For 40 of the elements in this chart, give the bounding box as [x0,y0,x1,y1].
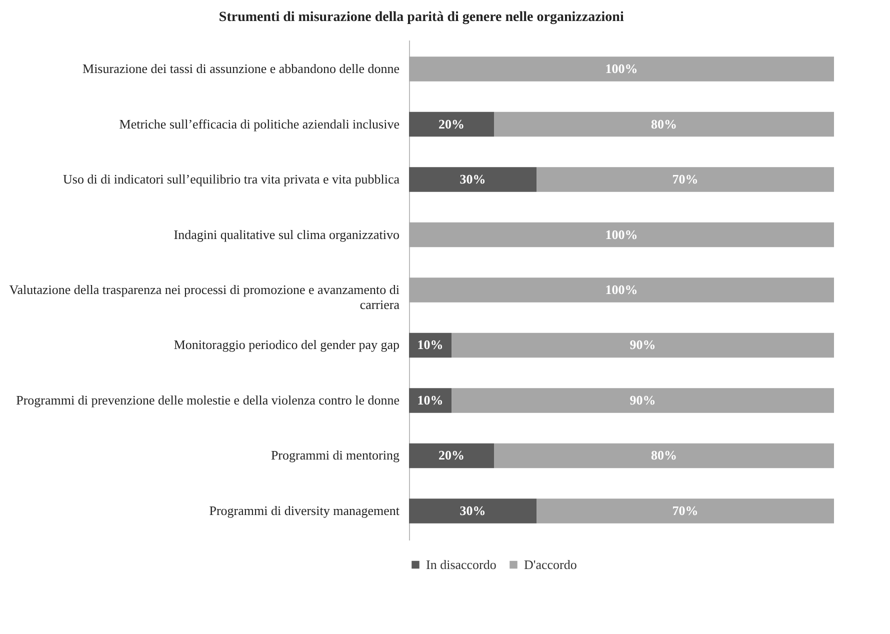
y-tick-label: Programmi di prevenzione delle molestie e della violenza contro le donne [16,392,400,408]
bar [536,498,834,524]
y-tick-label: Programmi di mentoring [270,448,400,463]
y-tick-label: Valutazione della trasparenza nei processi di promozione e avanzamento di carriera [9,282,400,312]
data-label: 10% [417,337,444,352]
bar [452,332,834,358]
bar [409,112,494,137]
y-tick-label: Indagini qualitative sul clima organizzativo [174,226,400,242]
data-label: 30% [460,502,486,518]
data-label: 30% [460,172,486,187]
bar [409,222,834,248]
bar [409,443,494,468]
bar [536,167,834,192]
data-label: 10% [417,392,444,408]
bar [409,278,834,302]
data-label: 80% [651,448,677,463]
legend-label: D'accordo [524,556,577,572]
bar [494,443,834,468]
data-label: 90% [630,392,656,408]
data-label: 90% [630,337,656,352]
y-tick-label: Uso di di indicatori sull’equilibrio tra vita privata e vita pubblica [63,172,400,187]
bar [409,498,536,524]
bar [452,388,834,413]
bar [409,56,834,82]
y-tick-label: Monitoraggio periodico del gender pay gap [174,337,400,352]
bar [494,112,834,137]
data-label: 80% [651,116,677,132]
y-tick-label: Misurazione dei tassi di assunzione e abbandono delle donne [82,61,400,76]
chart-title: Strumenti di misurazione della parità di genere nelle organizzazioni [218,10,624,25]
data-label: 100% [605,226,638,242]
data-label: 70% [672,502,698,518]
data-label: 100% [605,61,638,76]
bar [409,167,536,192]
legend-label: In disaccordo [426,556,496,572]
data-label: 100% [605,282,638,297]
data-label: 20% [438,448,464,463]
data-label: 70% [672,172,698,187]
y-tick-label: Metriche sull’efficacia di politiche aziendali inclusive [119,116,400,132]
data-label: 20% [438,116,464,132]
y-tick-label: Programmi di diversity management [209,502,400,518]
